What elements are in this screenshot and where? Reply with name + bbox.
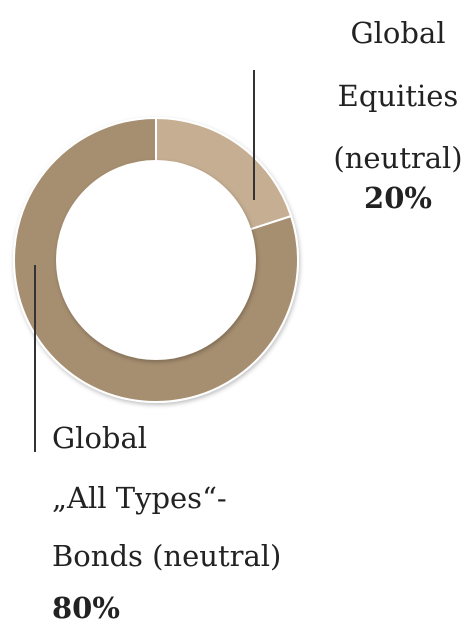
- segment-label: Global: [52, 421, 147, 455]
- segment-label: Equities: [338, 79, 459, 113]
- segment-label: Global: [350, 16, 445, 50]
- segment-label: Bonds (neutral): [52, 539, 281, 573]
- segment-label: (neutral): [333, 141, 462, 175]
- segment-value-label: 20%: [364, 181, 432, 215]
- segment-value-label: 80%: [52, 591, 120, 623]
- donut-hole: [56, 160, 256, 360]
- segment-label: „All Types“-: [52, 481, 227, 515]
